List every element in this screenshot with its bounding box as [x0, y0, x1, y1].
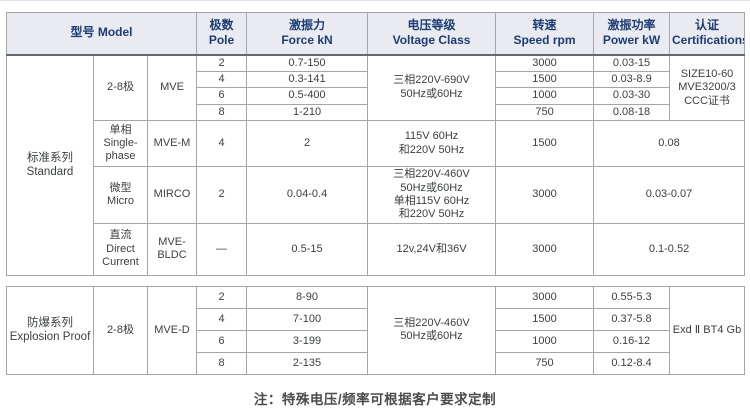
cell-pole: 6: [196, 87, 248, 105]
cell-model-mve-m: MVE-M: [146, 120, 198, 168]
header-speed: 转速 Speed rpm: [495, 12, 595, 56]
cell-force: 0.04-0.4: [246, 166, 369, 224]
table-row-mirco: 微型 Micro MIRCO 2 0.04-0.4 三相220V-460V 50…: [7, 166, 746, 224]
cell-power: 0.1-0.52: [593, 222, 746, 276]
cell-force: 0.5-400: [246, 87, 369, 105]
cell-pole: 4: [196, 120, 248, 168]
cell-power: 0.16-12: [593, 329, 670, 353]
cell-force: 1-210: [246, 103, 369, 122]
cell-speed: 1500: [495, 70, 595, 89]
cell-cert-mve-d: Exd Ⅱ BT4 Gb: [669, 285, 745, 375]
explosion-proof-body: 防爆系列 Explosion Proof 2-8极 MVE-D 2 8-90 三…: [6, 285, 745, 375]
cell-speed: 1500: [495, 307, 594, 331]
cell-pole: 2: [196, 54, 248, 72]
cell-speed: 3000: [495, 222, 595, 276]
cell-power: 0.08-18: [593, 103, 671, 122]
cell-pole: 8: [196, 103, 248, 122]
cell-speed: 1500: [495, 120, 595, 168]
table-row-mve-2pole: 标准系列 Standard 2-8极 MVE 2 0.7-150 三相220V-…: [6, 53, 746, 276]
cell-voltage: 三相220V-460V 50Hz或60Hz 单相115V 60Hz 和220V …: [367, 166, 497, 224]
cell-force: 0.3-141: [246, 70, 369, 89]
cell-force: 3-199: [246, 329, 368, 353]
table-header: 型号 Model 极数 Pole 激振力 Force kN 电压等级 Volta…: [5, 12, 746, 56]
standard-series-table: 型号 Model 极数 Pole 激振力 Force kN 电压等级 Volta…: [5, 12, 746, 276]
cell-voltage: 115V 60Hz 和220V 50Hz: [367, 120, 497, 168]
cell-pole: 4: [196, 70, 248, 89]
cell-voltage: 12v,24V和36V: [367, 222, 497, 276]
header-power: 激振功率 Power kW: [593, 12, 671, 56]
cell-power: 0.03-8.9: [593, 70, 671, 89]
cell-power: 0.08: [593, 120, 746, 168]
cell-power: 0.03-30: [593, 87, 671, 105]
table-row-mve-bldc: 直流 Direct Current MVE- BLDC — 0.5-15 12v…: [7, 222, 746, 276]
cell-speed: 1000: [495, 87, 595, 105]
cell-force: 2: [246, 120, 369, 168]
cell-subtype-mve-d: 2-8极: [93, 285, 148, 375]
cell-cert-mve: SIZE10-60 MVE3200/3 CCC证书: [669, 53, 746, 122]
table-row-mve-m: 单相 Single- phase MVE-M 4 2 115V 60Hz 和22…: [7, 120, 746, 168]
cell-subtype-single-phase: 单相 Single- phase: [93, 120, 148, 168]
custom-voltage-note: 注：特殊电压/频率可根据客户要求定制: [253, 391, 497, 407]
cell-force: 0.5-15: [246, 222, 369, 276]
cell-force: 8-90: [246, 285, 368, 309]
cell-power: 0.03-15: [593, 54, 671, 72]
table-row-mve-d-2pole: 防爆系列 Explosion Proof 2-8极 MVE-D 2 8-90 三…: [6, 285, 745, 375]
cell-subtype-dc: 直流 Direct Current: [93, 222, 148, 276]
cell-pole: 4: [196, 307, 247, 331]
cell-power: 0.37-5.8: [593, 307, 670, 331]
cell-pole: 2: [196, 166, 248, 224]
header-force: 激振力 Force kN: [246, 12, 369, 56]
cell-model-mve-d: MVE-D: [147, 285, 197, 375]
cell-series-explosion: 防爆系列 Explosion Proof: [6, 285, 94, 375]
cell-power: 0.03-0.07: [593, 166, 746, 224]
cell-power: 0.55-5.3: [593, 285, 670, 309]
header-cert: 认证 Certifications: [669, 12, 746, 56]
header-voltage: 电压等级 Voltage Class: [367, 12, 497, 56]
cell-voltage-mve-d: 三相220V-460V 50Hz或60Hz: [367, 285, 496, 375]
cell-pole: 2: [196, 285, 247, 309]
cell-model-mve-bldc: MVE- BLDC: [146, 222, 198, 276]
tables-container: 型号 Model 极数 Pole 激振力 Force kN 电压等级 Volta…: [5, 12, 746, 408]
header-row: 型号 Model 极数 Pole 激振力 Force kN 电压等级 Volta…: [5, 12, 746, 56]
cell-pole: 6: [196, 329, 247, 353]
cell-voltage-mve: 三相220V-690V 50Hz或60Hz: [367, 53, 497, 122]
standard-series-body: 标准系列 Standard 2-8极 MVE 2 0.7-150 三相220V-…: [6, 53, 746, 276]
cell-speed: 1000: [495, 329, 594, 353]
cell-force: 0.7-150: [246, 54, 369, 72]
cell-model-mve: MVE: [146, 53, 198, 122]
cell-force: 2-135: [246, 351, 368, 375]
cell-subtype-micro: 微型 Micro: [93, 166, 148, 224]
cell-subtype-mve: 2-8极: [93, 53, 148, 122]
cell-speed: 3000: [495, 54, 595, 72]
cell-force: 7-100: [246, 307, 368, 331]
table-row-mve-8pole: 8 1-210 750 0.08-18: [7, 103, 745, 122]
header-pole: 极数 Pole: [196, 12, 248, 56]
cell-power: 0.12-8.4: [593, 351, 670, 375]
cell-speed: 750: [495, 103, 595, 122]
table-row-mve-d-8pole: 8 2-135 750 0.12-8.4: [7, 351, 745, 375]
cell-speed: 3000: [495, 285, 594, 309]
cell-speed: 750: [495, 351, 594, 375]
explosion-proof-table: 防爆系列 Explosion Proof 2-8极 MVE-D 2 8-90 三…: [6, 285, 745, 375]
cell-model-mirco: MIRCO: [146, 166, 198, 224]
cell-pole: —: [196, 222, 248, 276]
cell-speed: 3000: [495, 166, 595, 224]
header-model: 型号 Model: [5, 12, 198, 56]
cell-pole: 8: [196, 351, 247, 375]
cell-series-standard: 标准系列 Standard: [6, 54, 94, 276]
